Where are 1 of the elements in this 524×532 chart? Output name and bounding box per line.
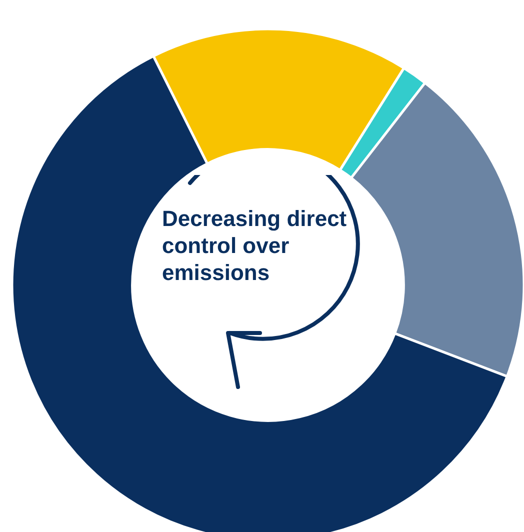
text: Decreasing direct control over emissions <box>162 205 348 286</box>
